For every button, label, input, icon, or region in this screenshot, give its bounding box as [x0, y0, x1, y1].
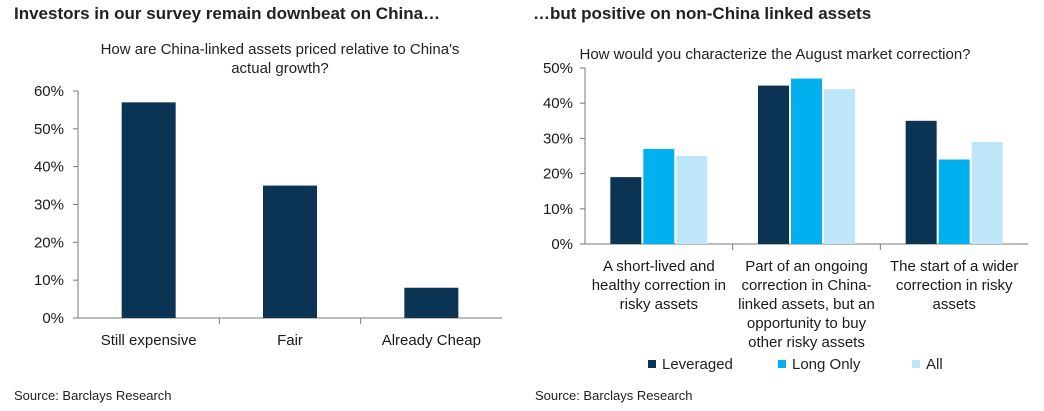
- bar-leveraged-2: [758, 85, 789, 244]
- x-tick-label-line: opportunity to buy: [747, 315, 867, 332]
- right-chart-heading: …but positive on non-China linked assets: [533, 4, 872, 23]
- y-tick-label: 30%: [543, 130, 573, 147]
- legend-item-long-only: Long Only: [778, 356, 860, 373]
- y-tick-label: 0%: [42, 310, 64, 327]
- x-tick-label-line: healthy correction in: [592, 277, 726, 294]
- x-tick-label-2: Part of an ongoing correction in China-li…: [738, 258, 875, 351]
- x-tick-label-line: Part of an ongoing: [745, 258, 868, 275]
- bar-long-only-3: [938, 159, 970, 244]
- y-tick-label: 60%: [34, 83, 64, 100]
- x-tick-label-line: risky assets: [620, 296, 698, 313]
- legend-item-leveraged: Leveraged: [648, 356, 733, 373]
- bar-leveraged-1: [610, 177, 642, 244]
- bar-still-expensive: [121, 102, 176, 318]
- x-tick-label-line: correction in risky: [896, 277, 1013, 294]
- x-tick-label-line: linked assets, but an: [738, 296, 875, 313]
- x-tick-label-line: A short-lived and: [603, 258, 715, 275]
- right-chart-title: How would you characterize the August ma…: [579, 46, 971, 63]
- bar-all-2: [824, 89, 855, 245]
- bar-all-1: [676, 156, 708, 244]
- y-tick-label: 40%: [34, 159, 64, 176]
- y-tick-label: 40%: [543, 95, 573, 112]
- x-tick-label: Fair: [277, 332, 303, 349]
- legend-swatch-all: [912, 360, 920, 368]
- left-chart-heading: Investors in our survey remain downbeat …: [14, 4, 441, 23]
- y-tick-label: 10%: [34, 272, 64, 289]
- x-tick-label-line: correction in China-: [741, 277, 871, 294]
- y-tick-label: 0%: [551, 236, 573, 253]
- y-tick-label: 30%: [34, 197, 64, 214]
- y-tick-label: 20%: [34, 234, 64, 251]
- legend-label-long-only: Long Only: [792, 356, 861, 373]
- left-bar-chart: 0% 10% 20% 30% 40% 50% 60% Still expensive Fair A…: [34, 83, 502, 349]
- x-tick-label-line: other risky assets: [748, 334, 865, 351]
- y-tick-label: 50%: [34, 121, 64, 138]
- y-tick-label: 10%: [543, 201, 573, 218]
- right-chart-legend: Leveraged Long Only All: [615, 356, 1035, 376]
- x-tick-label-3: The start of a wider correction in risky a…: [890, 258, 1018, 313]
- x-tick-label: Still expensive: [101, 332, 197, 349]
- bar-already-cheap: [404, 287, 459, 318]
- bar-leveraged-3: [905, 120, 937, 244]
- legend-swatch-long-only: [778, 360, 786, 368]
- x-tick-label: Already Cheap: [382, 332, 481, 349]
- left-chart-title: How are China-linked assets priced relat…: [100, 41, 460, 77]
- x-tick-label-line: The start of a wider: [890, 258, 1018, 275]
- bar-fair: [263, 185, 317, 318]
- y-tick-label: 50%: [543, 60, 573, 77]
- legend-item-all: All: [912, 356, 943, 373]
- bar-long-only-1: [643, 148, 675, 244]
- left-source-note: Source: Barclays Research: [14, 388, 172, 403]
- x-tick-label-line: assets: [932, 296, 975, 313]
- right-source-note: Source: Barclays Research: [535, 388, 693, 403]
- legend-swatch-leveraged: [648, 360, 656, 368]
- legend-label-leveraged: Leveraged: [662, 356, 733, 373]
- legend-label-all: All: [926, 356, 943, 373]
- y-tick-label: 20%: [543, 166, 573, 183]
- bar-all-3: [971, 141, 1003, 244]
- bar-long-only-2: [791, 78, 822, 244]
- x-tick-label-1: A short-lived and healthy correction in ri…: [592, 258, 726, 313]
